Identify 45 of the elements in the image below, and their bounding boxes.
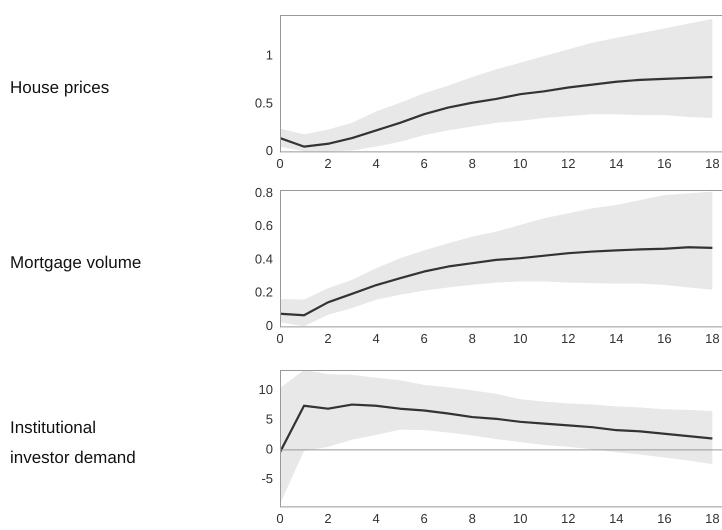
x-tick-label: 0	[276, 330, 284, 346]
y-tick-label: -5	[261, 471, 273, 486]
x-tick-label: 4	[372, 330, 380, 346]
y-tick-label: 0.5	[254, 95, 273, 110]
y-tick-label: 5	[266, 412, 273, 427]
x-tick-label: 2	[324, 510, 332, 526]
x-tick-label: 16	[657, 510, 672, 526]
x-tick-label: 18	[705, 510, 720, 526]
x-tick-label: 0	[276, 510, 284, 526]
y-tick-label: 0	[266, 142, 273, 158]
x-tick-label: 10	[512, 156, 528, 171]
y-axis-title: Institutional investor demand	[10, 416, 137, 468]
y-tick-label: 0.8	[254, 184, 273, 200]
y-tick-label: 1	[266, 48, 273, 63]
x-tick-label: 14	[609, 156, 624, 171]
x-tick-label: 6	[420, 330, 428, 346]
x-tick-label: 8	[468, 156, 476, 171]
x-tick-label: 14	[609, 510, 624, 526]
y-tick-label: 0	[266, 441, 273, 456]
x-tick-label: 18	[705, 330, 720, 346]
x-tick-label: 0	[276, 156, 284, 171]
x-tick-label: 10	[512, 330, 528, 346]
x-tick-label: 18	[705, 156, 720, 171]
x-tick-label: 16	[657, 330, 672, 346]
x-tick-label: 6	[420, 510, 428, 526]
x-tick-label: 14	[609, 330, 624, 346]
x-tick-label: 16	[657, 156, 672, 171]
x-tick-label: 8	[468, 330, 476, 346]
x-tick-label: 12	[561, 156, 576, 171]
x-tick-label: 12	[561, 330, 576, 346]
x-tick-label: 10	[512, 510, 528, 526]
x-tick-label: 12	[561, 510, 576, 526]
y-tick-label: 0.6	[254, 218, 273, 234]
y-tick-label: 0	[266, 318, 273, 333]
x-tick-label: 2	[324, 330, 332, 346]
y-axis-title: House prices	[10, 76, 110, 98]
x-tick-label: 6	[420, 156, 428, 171]
y-axis-title: Mortgage volume	[10, 252, 142, 274]
x-tick-label: 4	[372, 510, 380, 526]
y-tick-label: 0.2	[254, 284, 273, 300]
x-tick-label: 8	[468, 510, 476, 526]
y-tick-label: 10	[258, 382, 273, 397]
x-tick-label: 2	[324, 156, 332, 171]
x-tick-label: 4	[372, 156, 380, 171]
y-tick-label: 0.4	[254, 251, 273, 266]
